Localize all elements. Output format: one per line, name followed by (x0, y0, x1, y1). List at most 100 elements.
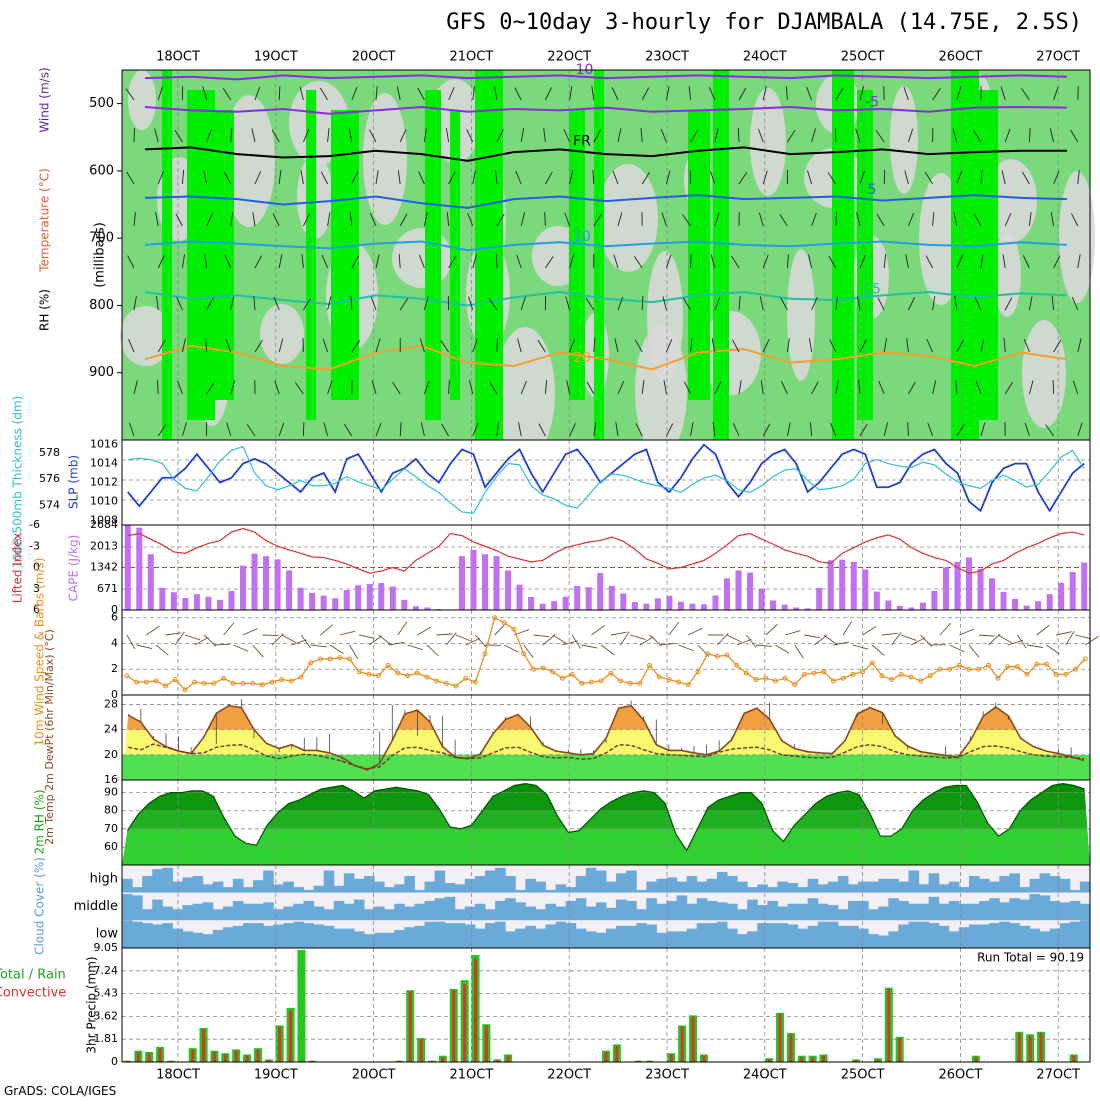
precip-convective-bar (789, 1034, 792, 1062)
cloud-low-bar (929, 923, 940, 948)
cloud-low-bar (576, 929, 587, 948)
cloud-high-bar (334, 886, 345, 893)
cape-bar (309, 593, 315, 610)
rh-axis-label: 2m RH (%) (33, 789, 47, 854)
rh-dry-patch (1022, 320, 1066, 428)
contour-label: 5 (868, 182, 877, 198)
cloud-high-bar (162, 868, 173, 893)
cloud-high-bar (818, 884, 829, 892)
cape-bar (609, 586, 615, 610)
cloud-high-bar (717, 872, 728, 893)
cape-bar (828, 560, 834, 610)
date-label-top: 25OCT (841, 50, 885, 65)
cloud-middle-bar (919, 904, 930, 921)
cape-bar (228, 591, 234, 610)
precip-convective-bar (898, 1038, 901, 1062)
cloud-low-bar (535, 929, 546, 948)
cloud-high-bar (929, 873, 940, 892)
cloud-middle-bar (606, 908, 617, 920)
cloud-low-bar (546, 924, 557, 948)
cape-axis-label: CAPE (J/kg) (67, 535, 81, 602)
cloud-middle-bar (314, 907, 325, 921)
cloud-low-bar (868, 934, 879, 948)
cape-bar (747, 573, 753, 610)
cape-bar (194, 594, 200, 610)
precip-convective-bar (137, 1052, 140, 1062)
precip-convective-bar (159, 1048, 162, 1062)
cloud-low-bar (324, 926, 335, 948)
cloud-high-bar (414, 890, 425, 893)
date-label-top: 27OCT (1036, 50, 1080, 65)
chart-title: GFS 0~10day 3-hourly for DJAMBALA (14.75… (446, 10, 1082, 35)
cloud-high-bar (1040, 873, 1051, 892)
cloud-high-bar (233, 879, 244, 893)
cloud-middle-bar (475, 904, 486, 921)
rh-tick: 90 (104, 786, 118, 799)
cloud-high-bar (223, 887, 234, 893)
cape-bar (217, 600, 223, 610)
cloud-high-bar (909, 871, 920, 893)
cloud-high-bar (293, 887, 304, 893)
cloud-middle-bar (999, 902, 1010, 920)
cloud-middle-bar (576, 898, 587, 920)
cloud-low-bar (939, 926, 950, 948)
cloud-axis-label: Cloud Cover (%) (33, 857, 47, 955)
cloud-middle-bar (374, 907, 385, 921)
cloud-middle-bar (122, 894, 133, 920)
cape-bar (401, 600, 407, 610)
cloud-low-bar (233, 926, 244, 948)
cloud-middle-bar (828, 905, 839, 920)
cloud-middle-bar (324, 909, 335, 920)
rh-moist-column (832, 70, 854, 440)
cloud-middle-bar (283, 907, 294, 921)
cape-bar (367, 584, 373, 610)
precip-convective-bar (670, 1054, 673, 1062)
rh-moist-column (713, 70, 729, 440)
cloud-low-bar (293, 922, 304, 948)
cloud-high-bar (465, 879, 476, 893)
cape-bar (666, 596, 672, 610)
cloud-high-bar (626, 871, 637, 893)
cloud-low-bar (747, 931, 758, 948)
precip-legend-conv: Convective (0, 986, 66, 1001)
cape-bar (205, 597, 211, 610)
cloud-high-bar (697, 882, 708, 893)
cape-bar (1012, 599, 1018, 610)
lifted-tick: -6 (29, 518, 40, 531)
cloud-low-bar (989, 923, 1000, 948)
cloud-low-bar (1060, 923, 1071, 948)
cloud-high-bar (203, 884, 214, 892)
cloud-middle-bar (969, 904, 980, 921)
cloud-high-bar (999, 876, 1010, 893)
cloud-middle-bar (384, 909, 395, 920)
cloud-low-bar (596, 933, 607, 948)
precip-convective-bar (811, 1057, 814, 1062)
cloud-middle-bar (586, 907, 597, 921)
cloud-middle-bar (929, 897, 940, 921)
cloud-low-bar (394, 930, 405, 948)
cloud-low-bar (818, 922, 829, 948)
cloud-middle-bar (183, 905, 194, 920)
cloud-low-bar (838, 926, 849, 948)
cloud-low-bar (162, 923, 173, 948)
cloud-low-bar (243, 923, 254, 948)
cloud-high-bar (596, 871, 607, 893)
cloud-middle-bar (293, 904, 304, 921)
cloud-low-bar (213, 930, 224, 948)
cloud-middle-bar (556, 907, 567, 921)
cloud-middle-bar (354, 900, 365, 921)
cloud-high-bar (435, 871, 446, 893)
cloud-middle-bar (838, 909, 849, 920)
cloud-middle-bar (626, 901, 637, 920)
cape-bar (574, 586, 580, 610)
cloud-middle-bar (485, 909, 496, 920)
temp-tick: 16 (104, 773, 118, 786)
cloud-high-bar (788, 883, 799, 893)
cloud-low-bar (455, 923, 466, 948)
cape-bar (482, 554, 488, 610)
cloud-high-bar (304, 890, 315, 893)
cape-bar (551, 601, 557, 610)
cape-tick: 671 (97, 582, 118, 595)
cloud-high-bar (848, 884, 859, 892)
